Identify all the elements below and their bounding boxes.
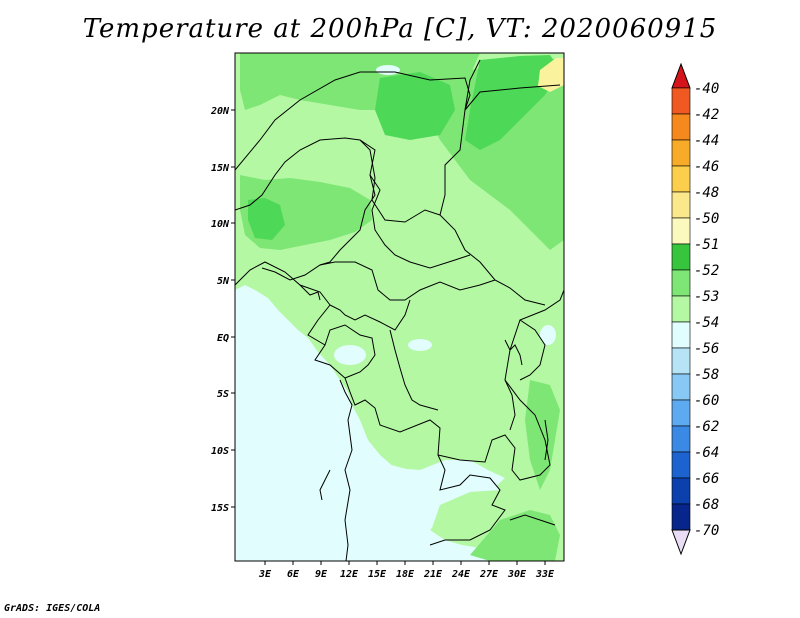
y-tick: 20N bbox=[210, 106, 235, 117]
colorbar-band bbox=[671, 217, 691, 245]
colorbar-label: -52 bbox=[694, 263, 719, 279]
colorbar-label: -42 bbox=[694, 107, 719, 123]
colorbar-band bbox=[671, 425, 691, 453]
colorbar-label: -60 bbox=[694, 393, 719, 409]
x-tick: 6E bbox=[287, 561, 300, 580]
colorbar-band bbox=[671, 477, 691, 505]
x-tick: 15E bbox=[368, 561, 387, 580]
y-tick-label: 10S bbox=[211, 446, 229, 457]
colorbar-label: -46 bbox=[694, 159, 719, 175]
colorbar-label: -44 bbox=[694, 133, 719, 149]
colorbar-band bbox=[671, 191, 691, 219]
land-dark-green-nc bbox=[375, 72, 455, 140]
land-dark-green-w bbox=[248, 198, 285, 240]
colorbar-band bbox=[671, 451, 691, 479]
colorbar-label: -56 bbox=[694, 341, 719, 357]
colorbar-label: -66 bbox=[694, 471, 719, 487]
x-axis: 3E 6E 9E 12E 15E 18E 21E 24E 27E 30E 33E bbox=[258, 561, 555, 580]
colorbar-label: -48 bbox=[694, 185, 719, 201]
y-tick-label: 5S bbox=[217, 389, 229, 400]
x-tick-label: 30E bbox=[507, 569, 527, 580]
x-tick-label: 12E bbox=[340, 569, 359, 580]
colorbar: -40 -42 -44 -46 -48 -50 -51 -52 -53 -54 -56 -58 -60 -… bbox=[671, 62, 719, 556]
x-tick: 18E bbox=[396, 561, 415, 580]
colorbar-band bbox=[671, 113, 691, 141]
colorbar-band bbox=[671, 399, 691, 427]
x-tick-label: 24E bbox=[451, 569, 471, 580]
y-tick: 15S bbox=[211, 503, 235, 514]
land-mid-green-se bbox=[470, 510, 560, 561]
colorbar-label: -58 bbox=[694, 367, 719, 383]
x-tick-label: 3E bbox=[258, 569, 272, 580]
y-axis: 20N 15N 10N 5N EQ 5S 10S 15S bbox=[210, 106, 235, 514]
y-tick-label: 15N bbox=[211, 163, 230, 174]
colorbar-label: -70 bbox=[694, 523, 719, 539]
colorbar-band bbox=[671, 321, 691, 349]
land-dark-green-ne bbox=[465, 55, 560, 150]
x-tick-label: 27E bbox=[479, 569, 499, 580]
y-tick: EQ bbox=[217, 333, 235, 344]
map-fill bbox=[235, 53, 564, 561]
colorbar-label: -68 bbox=[694, 497, 719, 513]
x-tick-label: 6E bbox=[287, 569, 300, 580]
y-tick-label: 20N bbox=[210, 106, 230, 117]
colorbar-band bbox=[671, 295, 691, 323]
x-tick: 27E bbox=[479, 561, 499, 580]
land-yellow-peak bbox=[538, 58, 564, 92]
colorbar-band bbox=[671, 347, 691, 375]
y-tick-label: 15S bbox=[211, 503, 229, 514]
colorbar-top-arrow bbox=[671, 62, 691, 89]
x-tick-label: 21E bbox=[423, 569, 443, 580]
y-tick: 5N bbox=[217, 276, 235, 287]
colorbar-band bbox=[671, 243, 691, 271]
colorbar-band bbox=[671, 165, 691, 193]
country-borders bbox=[235, 59, 564, 561]
map-frame bbox=[234, 52, 565, 562]
x-tick: 30E bbox=[507, 561, 527, 580]
credit-label: GrADS: IGES/COLA bbox=[4, 603, 101, 614]
x-tick: 21E bbox=[423, 561, 443, 580]
x-tick: 12E bbox=[340, 561, 359, 580]
y-tick-label: EQ bbox=[217, 333, 229, 344]
colorbar-label: -53 bbox=[694, 289, 719, 305]
colorbar-band bbox=[671, 139, 691, 167]
y-tick-label: 5N bbox=[217, 276, 230, 287]
chart-title: Temperature at 200hPa [C], VT: 202006091… bbox=[82, 14, 718, 44]
x-tick: 9E bbox=[315, 561, 328, 580]
x-tick-label: 15E bbox=[368, 569, 387, 580]
y-tick: 15N bbox=[211, 163, 235, 174]
ocean-spot bbox=[376, 65, 400, 75]
y-tick: 5S bbox=[217, 389, 235, 400]
colorbar-label: -40 bbox=[694, 81, 719, 97]
x-tick-label: 18E bbox=[396, 569, 415, 580]
y-tick-label: 10N bbox=[211, 219, 230, 230]
colorbar-band bbox=[671, 373, 691, 401]
ocean-spot bbox=[408, 339, 432, 351]
x-tick-label: 33E bbox=[535, 569, 555, 580]
colorbar-label: -51 bbox=[694, 237, 719, 253]
x-tick-label: 9E bbox=[315, 569, 328, 580]
y-tick: 10N bbox=[211, 219, 235, 230]
colorbar-band bbox=[671, 269, 691, 297]
x-tick: 33E bbox=[535, 561, 555, 580]
ocean-spot bbox=[540, 325, 556, 345]
colorbar-label: -62 bbox=[694, 419, 719, 435]
x-tick: 3E bbox=[258, 561, 272, 580]
colorbar-bottom-arrow bbox=[671, 529, 691, 556]
colorbar-label: -64 bbox=[694, 445, 719, 461]
x-tick: 24E bbox=[451, 561, 471, 580]
colorbar-band bbox=[671, 503, 691, 531]
ocean-spot bbox=[334, 345, 366, 365]
colorbar-label: -50 bbox=[694, 211, 719, 227]
colorbar-band bbox=[671, 87, 691, 115]
y-tick: 10S bbox=[211, 446, 235, 457]
colorbar-label: -54 bbox=[694, 315, 719, 331]
